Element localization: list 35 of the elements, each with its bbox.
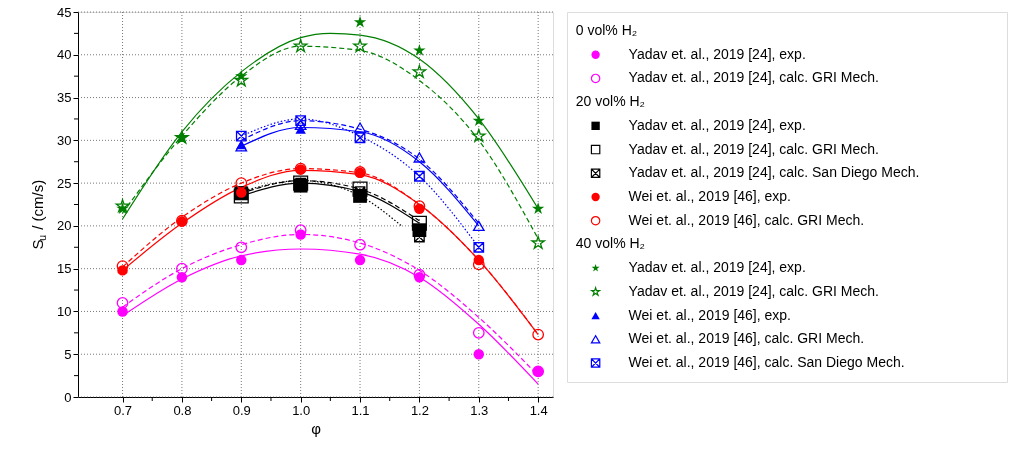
legend-label: Wei et. al., 2019 [46], calc. GRI Mech. bbox=[628, 330, 865, 347]
text: 0 vol% H₂ bbox=[575, 21, 638, 38]
legend-label: Yadav et. al., 2019 [24], calc. San Diego Mech. bbox=[628, 164, 920, 181]
y-tick-label: 25 bbox=[57, 175, 72, 191]
y-tick-label: 30 bbox=[57, 132, 72, 148]
legend-label: Wei et. al., 2019 [46], calc. GRI Mech. bbox=[628, 211, 865, 228]
y-tick-label: 35 bbox=[57, 90, 72, 106]
y-tick-label: 5 bbox=[64, 346, 72, 362]
y-tick-label: 15 bbox=[57, 261, 72, 277]
y-tick-label: 40 bbox=[57, 47, 72, 63]
legend-label: Wei et. al., 2019 [46], exp. bbox=[628, 306, 792, 323]
legend-label: Wei et. al., 2019 [46], calc. San Diego Mech. bbox=[628, 354, 905, 371]
x-tick-label: 1.2 bbox=[410, 402, 429, 418]
legend-label: Yadav et. al., 2019 [24], calc. GRI Mech. bbox=[628, 140, 879, 157]
x-tick-label: 0.9 bbox=[232, 402, 251, 418]
y-tick-label: 45 bbox=[57, 4, 72, 20]
legend-label: Yadav et. al., 2019 [24], exp. bbox=[628, 259, 806, 276]
y-axis-title: Su / (cm/s) bbox=[29, 179, 48, 250]
x-tick-label: 0.8 bbox=[173, 402, 192, 418]
x-axis-title: φ bbox=[311, 419, 322, 437]
y-tick-label: 20 bbox=[57, 218, 72, 234]
legend-label: Yadav et. al., 2019 [24], calc. GRI Mech. bbox=[628, 282, 879, 299]
legend-label: Yadav et. al., 2019 [24], exp. bbox=[628, 116, 806, 133]
legend-label: Yadav et. al., 2019 [24], exp. bbox=[628, 45, 806, 62]
x-tick-label: 1.0 bbox=[292, 402, 311, 418]
x-tick-label: 1.3 bbox=[470, 402, 489, 418]
x-tick-label: 1.4 bbox=[529, 402, 548, 418]
y-tick-label: 0 bbox=[64, 389, 72, 405]
y-tick-label: 10 bbox=[57, 303, 72, 319]
x-tick-label: 0.7 bbox=[113, 402, 133, 418]
legend-label: Wei et. al., 2019 [46], exp. bbox=[628, 188, 792, 204]
text: 40 vol% H₂ bbox=[575, 235, 646, 252]
legend-label: Yadav et. al., 2019 [24], calc. GRI Mech. bbox=[628, 69, 879, 86]
text: 20 vol% H₂ bbox=[575, 93, 646, 110]
x-tick-label: 1.1 bbox=[351, 402, 370, 418]
